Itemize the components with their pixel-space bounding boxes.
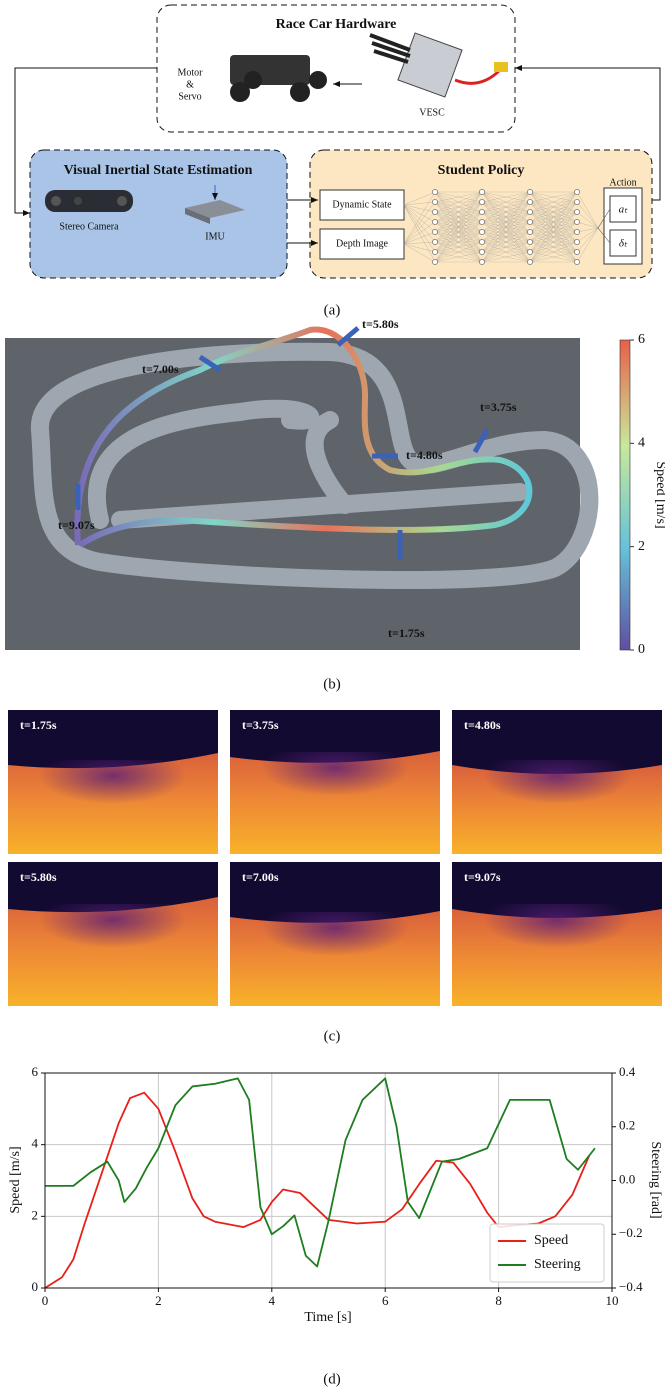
node [574, 199, 579, 204]
camera-label: Stereo Camera [59, 221, 119, 232]
stereo-camera [45, 190, 133, 212]
y-axis-label: Speed [m/s] [8, 1146, 23, 1213]
y-tick-label: 0 [32, 1279, 39, 1294]
node [432, 189, 437, 194]
hardware-title: Race Car Hardware [276, 17, 397, 32]
timestamp: t=5.80s [362, 317, 399, 331]
legend-label: Steering [534, 1257, 581, 1272]
node [479, 259, 484, 264]
timestamp: t=7.00s [142, 362, 179, 376]
y2-tick-label: 0.4 [619, 1064, 636, 1079]
x-axis-label: Time [s] [304, 1310, 351, 1325]
node [432, 209, 437, 214]
depth-dip [230, 752, 440, 832]
output-label: δₜ [619, 238, 628, 250]
node [574, 219, 579, 224]
x-tick-label: 10 [606, 1293, 619, 1308]
node [527, 239, 532, 244]
node [432, 259, 437, 264]
depth-dip [452, 904, 662, 984]
node [527, 229, 532, 234]
y-tick-label: 2 [32, 1207, 39, 1222]
y2-tick-label: 0.0 [619, 1171, 635, 1186]
node [479, 199, 484, 204]
node [527, 219, 532, 224]
panel-label: (c) [324, 1028, 341, 1044]
timestamp: t=3.75s [480, 400, 517, 414]
action-title: Action [609, 177, 636, 188]
policy-title: Student Policy [438, 163, 525, 178]
output-label: aₜ [619, 204, 629, 216]
colorbar-tick-label: 4 [638, 436, 645, 451]
node [574, 229, 579, 234]
depth-dip [230, 912, 440, 992]
input-label: Dynamic State [332, 199, 392, 210]
node [432, 229, 437, 234]
node [479, 249, 484, 254]
motor-label: Servo [178, 91, 201, 102]
x-tick-label: 6 [382, 1293, 389, 1308]
y2-tick-label: 0.2 [619, 1118, 635, 1133]
y2-tick-label: −0.2 [619, 1225, 643, 1240]
legend-label: Speed [534, 1233, 568, 1248]
panel-label: (a) [324, 302, 341, 318]
node [479, 219, 484, 224]
y2-tick-label: −0.4 [619, 1279, 643, 1294]
figure: Race Car Hardware Motor & Servo VESC Vis… [0, 0, 665, 1399]
node [574, 259, 579, 264]
panel-label: (d) [323, 1371, 341, 1387]
x-tick-label: 2 [155, 1293, 162, 1308]
node [574, 189, 579, 194]
y-tick-label: 4 [32, 1136, 39, 1151]
frame-label: t=3.75s [242, 718, 279, 732]
x-tick-label: 8 [495, 1293, 502, 1308]
frame-label: t=9.07s [464, 870, 501, 884]
frame-label: t=4.80s [464, 718, 501, 732]
frame-label: t=7.00s [242, 870, 279, 884]
motor-label: Motor [178, 67, 204, 78]
node [479, 189, 484, 194]
x-tick-label: 4 [269, 1293, 276, 1308]
depth-dip [452, 760, 662, 840]
node [432, 249, 437, 254]
node [527, 249, 532, 254]
node [527, 209, 532, 214]
node [574, 239, 579, 244]
frame-label: t=5.80s [20, 870, 57, 884]
colorbar-tick-label: 6 [638, 332, 645, 347]
node [432, 219, 437, 224]
depth-dip [8, 904, 218, 984]
node [527, 189, 532, 194]
node [574, 249, 579, 254]
node [479, 239, 484, 244]
panel-label: (b) [323, 676, 341, 692]
node [479, 229, 484, 234]
colorbar-tick-label: 2 [638, 539, 645, 554]
colorbar-label: Speed [m/s] [653, 461, 665, 528]
y-tick-label: 6 [32, 1064, 39, 1079]
input-label: Depth Image [336, 238, 388, 249]
colorbar [620, 340, 630, 650]
estimation-title: Visual Inertial State Estimation [64, 163, 253, 178]
node [432, 239, 437, 244]
y2-axis-label: Steering [rad] [648, 1141, 663, 1218]
imu-label: IMU [205, 231, 225, 242]
timestamp: t=9.07s [58, 518, 95, 532]
timestamp: t=1.75s [388, 626, 425, 640]
frame-label: t=1.75s [20, 718, 57, 732]
x-tick-label: 0 [42, 1293, 49, 1308]
vesc-label: VESC [419, 107, 445, 118]
node [574, 209, 579, 214]
node [527, 199, 532, 204]
colorbar-tick-label: 0 [638, 642, 645, 657]
timestamp: t=4.80s [406, 448, 443, 462]
node [527, 259, 532, 264]
motor-label: & [186, 79, 194, 90]
node [479, 209, 484, 214]
depth-dip [8, 760, 218, 840]
node [432, 199, 437, 204]
